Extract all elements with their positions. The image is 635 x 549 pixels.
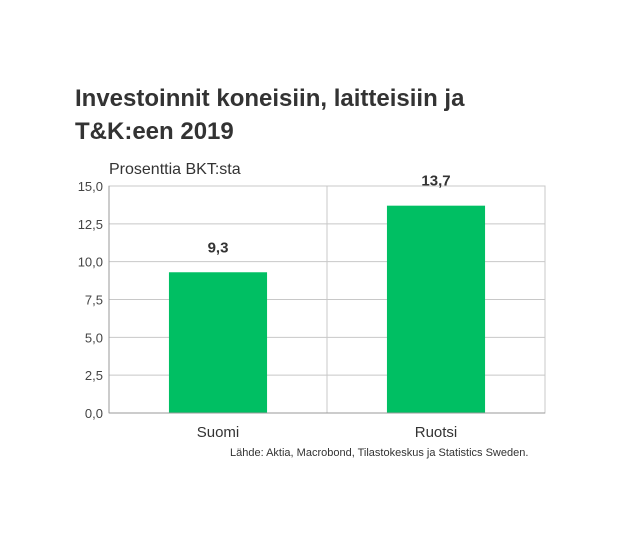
y-tick-label: 0,0: [85, 406, 103, 421]
data-label: 9,3: [208, 239, 229, 256]
data-label: 13,7: [421, 173, 450, 190]
chart-title-line-2: T&K:een 2019: [75, 118, 234, 145]
y-tick-label: 15,0: [78, 179, 103, 194]
bar-suomi: [168, 272, 268, 413]
y-tick-label: 12,5: [78, 217, 103, 232]
y-tick-label: 10,0: [78, 255, 103, 270]
y-tick-label: 5,0: [85, 330, 103, 345]
source-note: Lähde: Aktia, Macrobond, Tilastokeskus j…: [230, 447, 529, 459]
data-labels: 9,3 13,7: [208, 173, 451, 257]
plot-frame: [108, 185, 546, 414]
x-category-labels: Suomi Ruotsi: [197, 424, 458, 441]
y-tick-label: 7,5: [85, 293, 103, 308]
bar-ruotsi: [386, 205, 486, 413]
bars: [168, 205, 486, 413]
x-category-label: Suomi: [197, 424, 240, 441]
x-category-label: Ruotsi: [415, 424, 458, 441]
y-axis-unit-label: Prosenttia BKT:sta: [109, 161, 241, 178]
chart-title-line-1: Investoinnit koneisiin, laitteisiin ja: [75, 85, 465, 112]
y-tick-labels: 0,0 2,5 5,0 7,5 10,0 12,5 15,0: [78, 179, 103, 421]
y-tick-label: 2,5: [85, 368, 103, 383]
chart-title: Investoinnit koneisiin, laitteisiin ja T…: [75, 82, 595, 148]
